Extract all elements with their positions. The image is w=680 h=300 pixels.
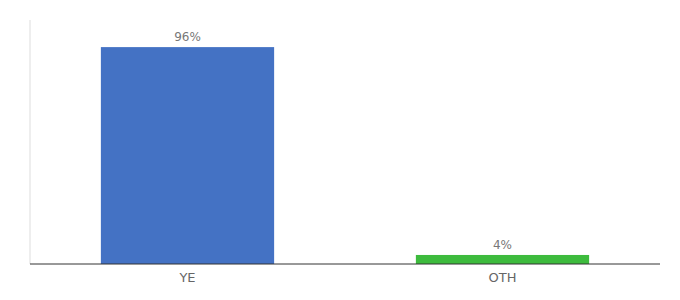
x-axis-line <box>30 264 660 265</box>
data-labels: 96% 4% <box>174 30 512 252</box>
x-tick-labels: YE OTH <box>178 270 516 285</box>
chart-container: YE OTH 96% 4% <box>0 0 680 300</box>
data-label: 96% <box>174 30 201 44</box>
bar <box>101 47 274 264</box>
page: {"chart_data": {"type": "bar", "categori… <box>0 0 680 300</box>
x-tick-label: OTH <box>489 270 517 285</box>
bars <box>101 47 589 264</box>
x-tick-label: YE <box>178 270 195 285</box>
data-label: 4% <box>493 238 512 252</box>
chart-svg: YE OTH 96% 4% <box>0 0 680 300</box>
y-axis-line <box>30 20 31 264</box>
bar <box>416 255 589 264</box>
